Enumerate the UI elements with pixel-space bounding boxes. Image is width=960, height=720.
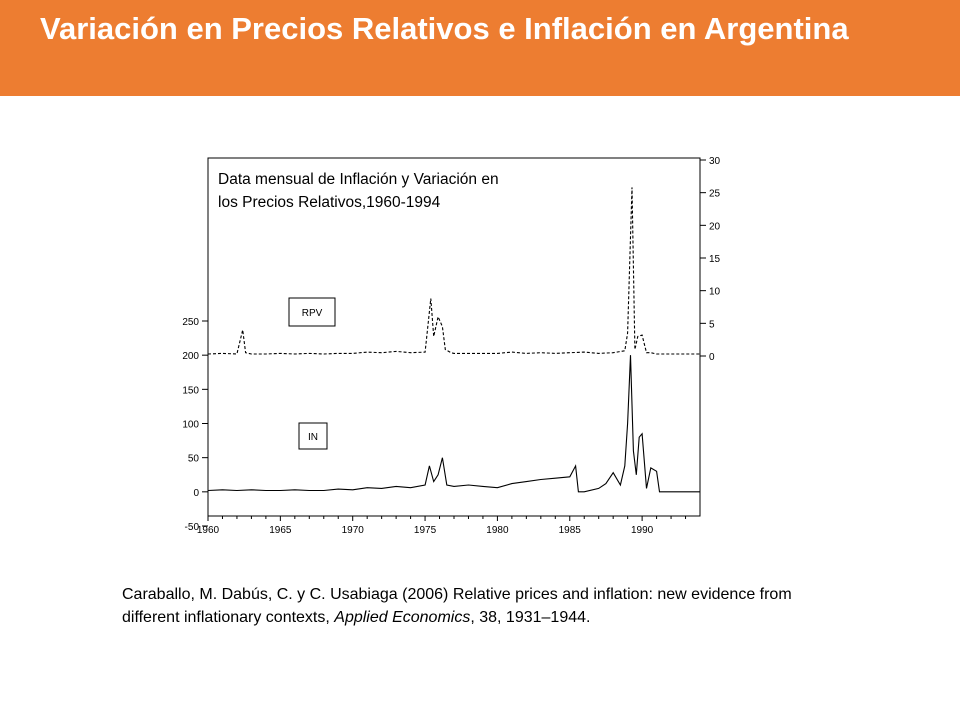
x-tick-label: 1980 — [486, 525, 509, 536]
citation-part1: Caraballo, M. Dabús, C. y C. Usabiaga (2… — [122, 586, 792, 626]
left-tick-label: 200 — [182, 351, 199, 362]
chart-svg: 1960 1965 1970 1975 1980 1985 1990250200150100… — [182, 156, 721, 536]
left-tick-label: 100 — [182, 420, 199, 431]
left-tick-label: 150 — [182, 385, 199, 396]
series-line-rpv — [207, 187, 700, 355]
right-tick-label: 15 — [709, 254, 721, 265]
right-tick-label: 30 — [709, 156, 721, 167]
citation: Caraballo, M. Dabús, C. y C. Usabiaga (2… — [122, 583, 802, 629]
right-tick-label: 0 — [709, 352, 715, 363]
chart: 1960 1965 1970 1975 1980 1985 1990 250 200 150 100… — [160, 148, 740, 558]
x-tick-label: 1975 — [414, 525, 437, 536]
citation-journal: Applied Economics — [334, 609, 471, 626]
x-tick-label: 1985 — [559, 525, 582, 536]
in-box — [298, 422, 328, 450]
x-tick-label: 1965 — [269, 525, 292, 536]
right-tick-label: 5 — [709, 319, 715, 330]
citation-part2: , 38, 1931–1944. — [470, 609, 591, 626]
right-tick-label: 10 — [709, 287, 721, 298]
slide-title: Variación en Precios Relativos e Inflaci… — [40, 11, 849, 46]
right-tick-label: 25 — [709, 189, 721, 200]
left-tick-label: 0 — [193, 488, 199, 499]
chart-caption-line1: Data mensual de Inflación y Variación en — [218, 171, 499, 188]
x-tick-label: 1970 — [342, 525, 365, 536]
chart-caption-line2: los Precios Relativos,1960-1994 — [218, 194, 441, 211]
title-bar: Variación en Precios Relativos e Inflaci… — [0, 0, 960, 96]
left-tick-label: 250 — [182, 317, 199, 328]
rpv-label: RPV — [302, 308, 323, 319]
rpv-box — [288, 297, 336, 327]
right-tick-label: 20 — [709, 221, 721, 232]
in-label: IN — [308, 432, 318, 443]
left-tick-label: 50 — [188, 454, 200, 465]
series-line-in — [207, 355, 700, 493]
caption-bg — [210, 162, 606, 216]
left-tick-label: -50 — [185, 522, 200, 533]
x-tick-label: 1990 — [631, 525, 654, 536]
x-tick-label: 1960 — [197, 525, 220, 536]
